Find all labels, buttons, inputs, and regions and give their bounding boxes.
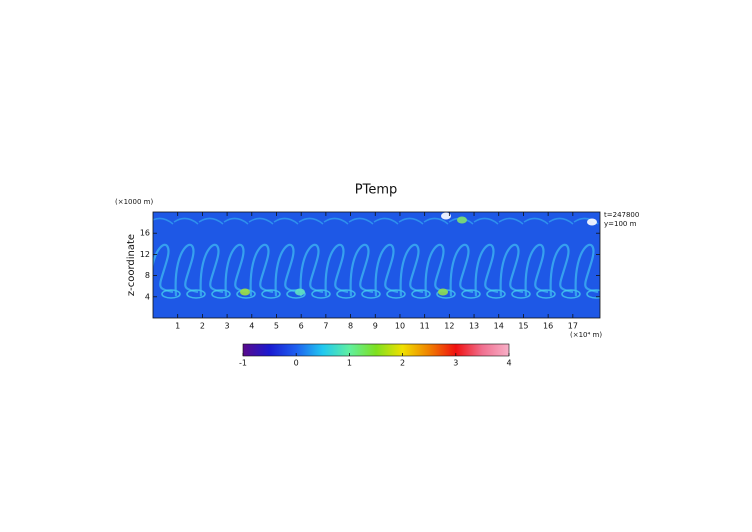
x-unit: (×10⁴ m) xyxy=(570,331,602,339)
flow-feature xyxy=(161,289,181,299)
flow-feature xyxy=(174,243,199,297)
flow-feature xyxy=(199,243,224,297)
x-tick-label: 10 xyxy=(395,322,405,331)
flow-feature xyxy=(511,289,531,299)
flow-feature xyxy=(198,217,224,225)
flow-feature xyxy=(273,217,299,225)
flow-feature xyxy=(261,289,281,299)
flow-feature xyxy=(561,289,581,299)
colorbar-tick-label: 1 xyxy=(347,359,352,368)
flow-feature xyxy=(438,288,448,296)
plot-frame xyxy=(152,211,601,319)
flow-feature xyxy=(173,217,199,225)
flow-feature xyxy=(240,288,250,296)
flow-feature xyxy=(299,243,324,297)
x-tick-label: 11 xyxy=(420,322,430,331)
flow-feature xyxy=(374,243,399,297)
colorbar-tick-label: -1 xyxy=(239,359,247,368)
flow-feature xyxy=(249,243,274,297)
flow-feature xyxy=(348,217,374,225)
flow-feature xyxy=(424,243,449,297)
annotation: t=247800 xyxy=(604,211,639,219)
flow-feature xyxy=(461,289,481,299)
flow-feature xyxy=(457,216,467,224)
heatmap-field xyxy=(153,212,600,318)
flow-feature xyxy=(349,243,374,297)
x-tick-label: 14 xyxy=(494,322,504,331)
x-tick-label: 16 xyxy=(543,322,553,331)
flow-feature xyxy=(473,217,499,225)
flow-feature xyxy=(474,243,499,297)
flow-feature xyxy=(524,243,549,297)
y-unit: (×1000 m) xyxy=(115,198,153,206)
x-tick-label: 8 xyxy=(348,322,353,331)
flow-feature xyxy=(224,243,249,297)
flow-feature xyxy=(323,217,349,225)
flow-feature xyxy=(311,289,331,299)
x-tick-label: 1 xyxy=(175,322,180,331)
colorbar-tick-label: 0 xyxy=(294,359,299,368)
flow-feature xyxy=(574,243,599,297)
flow-feature xyxy=(499,243,524,297)
flow-feature xyxy=(324,243,349,297)
y-axis-label: z-coordinate xyxy=(126,234,137,296)
flow-feature xyxy=(223,217,249,225)
x-tick-label: 9 xyxy=(373,322,378,331)
y-tick-label: 16 xyxy=(140,229,150,238)
flow-feature xyxy=(153,217,174,225)
x-tick-label: 6 xyxy=(299,322,304,331)
chart-title: PTemp xyxy=(355,183,398,198)
flow-feature xyxy=(336,289,356,299)
colorbar-tick-label: 3 xyxy=(453,359,458,368)
flow-feature xyxy=(549,243,574,297)
y-tick-label: 12 xyxy=(140,250,150,259)
flow-feature xyxy=(398,217,424,225)
x-tick-label: 4 xyxy=(249,322,254,331)
x-tick-label: 15 xyxy=(518,322,528,331)
y-tick-label: 4 xyxy=(145,292,150,301)
flow-feature xyxy=(536,289,556,299)
x-tick-label: 13 xyxy=(469,322,479,331)
x-tick-label: 17 xyxy=(568,322,578,331)
flow-feature xyxy=(486,289,506,299)
flow-feature xyxy=(211,289,231,299)
flow-feature xyxy=(423,217,449,225)
x-tick-label: 7 xyxy=(323,322,328,331)
x-tick-label: 5 xyxy=(274,322,279,331)
flow-feature xyxy=(411,289,431,299)
x-tick-label: 3 xyxy=(225,322,230,331)
flow-feature xyxy=(498,217,524,225)
flow-feature xyxy=(298,217,324,225)
flow-feature xyxy=(295,288,305,296)
field-background xyxy=(153,212,600,318)
flow-feature xyxy=(523,217,549,225)
colorbar-tick-label: 2 xyxy=(400,359,405,368)
flow-feature xyxy=(449,243,474,297)
x-tick-label: 2 xyxy=(200,322,205,331)
flow-feature xyxy=(399,243,424,297)
flow-feature xyxy=(373,217,399,225)
annotation: y=100 m xyxy=(604,220,637,228)
flow-feature xyxy=(248,217,274,225)
flow-feature xyxy=(587,218,597,226)
flow-feature xyxy=(361,289,381,299)
flow-feature xyxy=(548,217,574,225)
x-tick-label: 12 xyxy=(444,322,454,331)
colorbar-tick-label: 4 xyxy=(506,359,511,368)
colorbar xyxy=(242,343,510,357)
flow-feature xyxy=(274,243,299,297)
flow-feature xyxy=(441,212,451,220)
flow-feature xyxy=(386,289,406,299)
y-tick-label: 8 xyxy=(145,271,150,280)
flow-feature xyxy=(186,289,206,299)
flow-feature xyxy=(586,289,600,299)
